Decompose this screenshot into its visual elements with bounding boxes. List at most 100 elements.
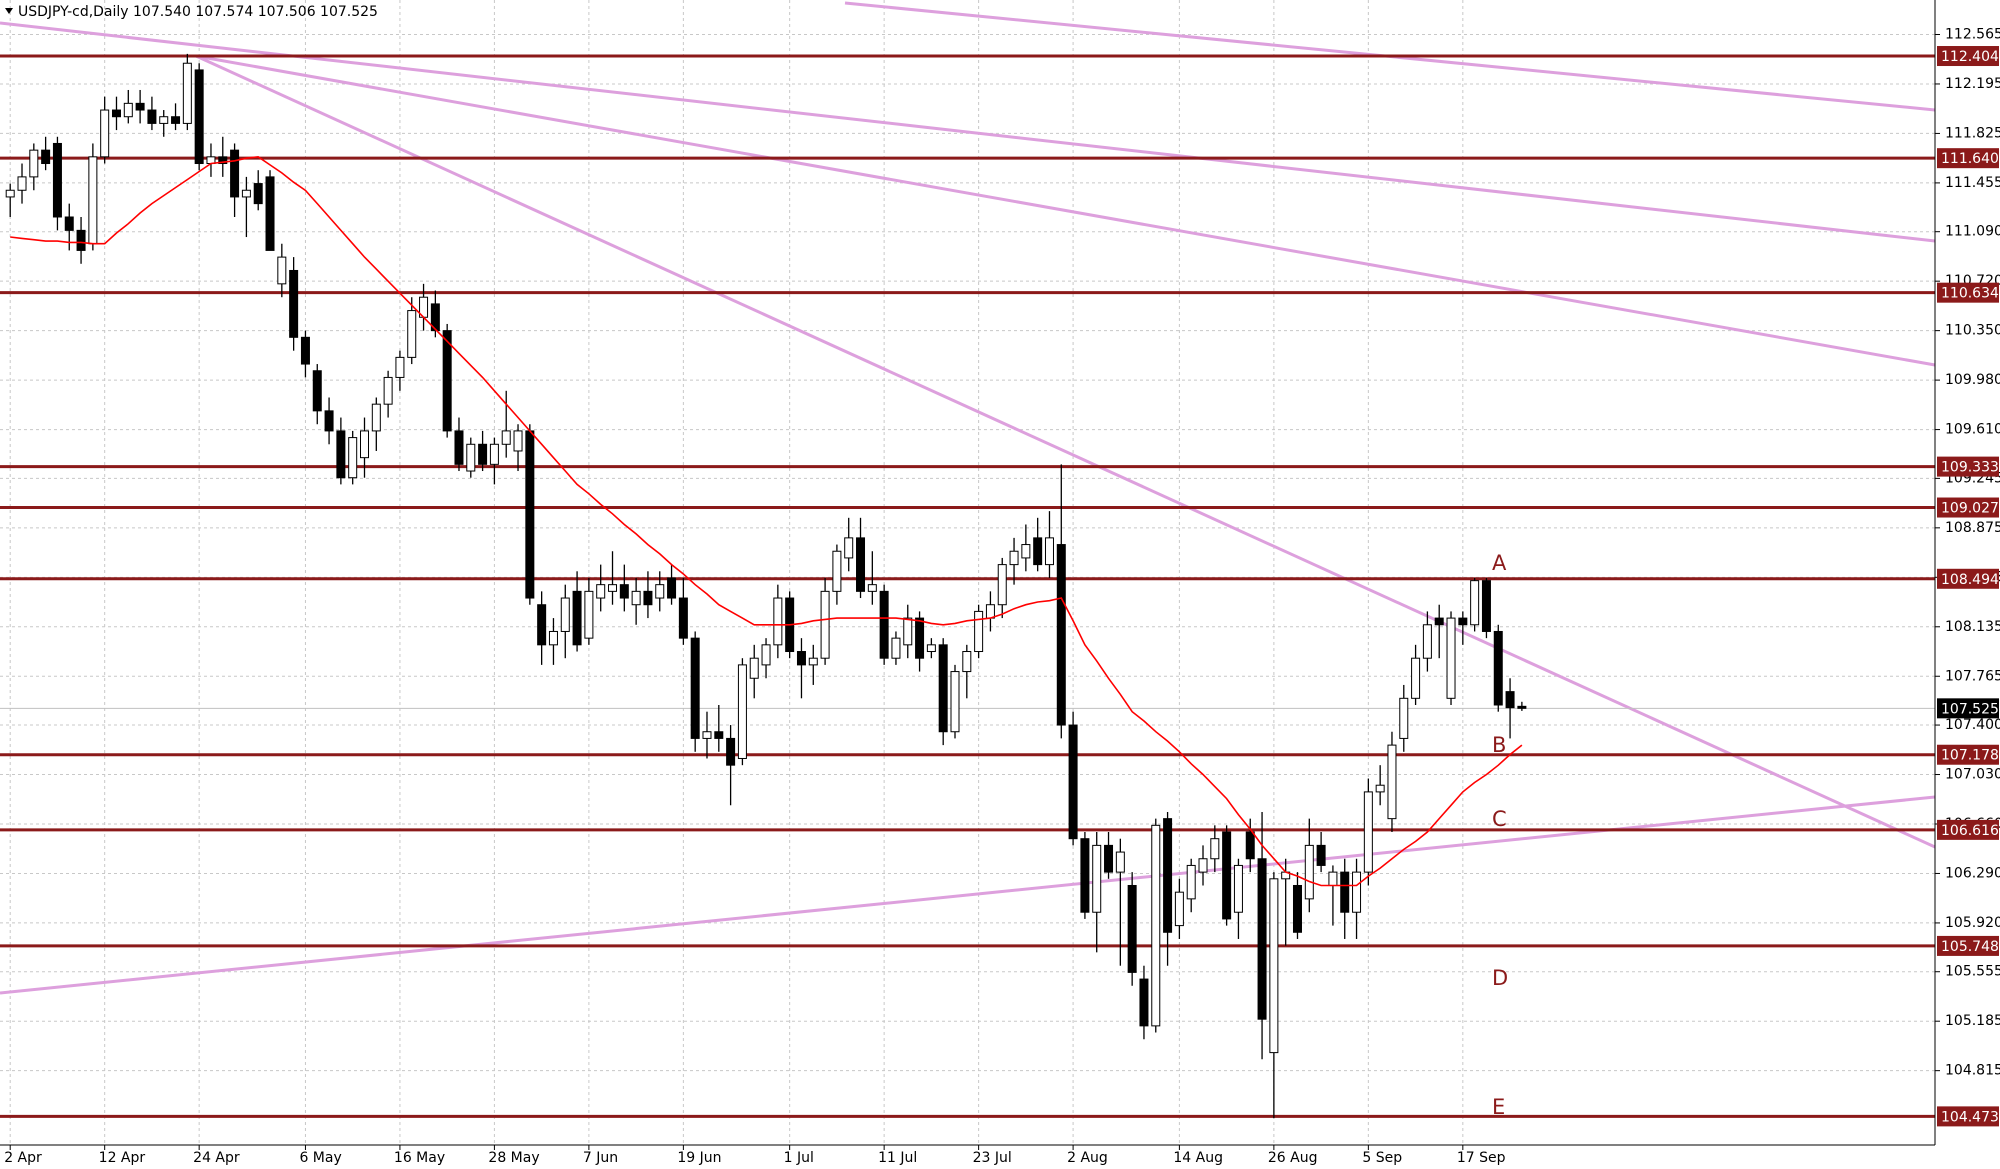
candle-body <box>867 584 877 592</box>
candle-body <box>1080 838 1090 913</box>
x-tick-label: 7 Jun <box>583 1150 618 1166</box>
level-label-box <box>1937 456 1999 477</box>
x-tick-label: 12 Apr <box>99 1150 146 1166</box>
candle-body <box>478 443 488 465</box>
candle-body <box>1517 705 1527 709</box>
candle-body <box>726 737 736 766</box>
candle-body <box>737 664 747 759</box>
candle-body <box>938 644 948 733</box>
y-tick-label: 107.765 <box>1945 668 2000 684</box>
trendline <box>195 54 1936 849</box>
y-tick-label: 107.400 <box>1945 717 2000 733</box>
candle-body <box>253 183 263 205</box>
x-tick-label: 11 Jul <box>878 1150 917 1166</box>
y-tick-label: 109.610 <box>1945 422 2000 438</box>
candle-body <box>1198 858 1208 873</box>
candle-body <box>1328 871 1338 886</box>
candle-body <box>525 430 535 599</box>
candle-body <box>796 651 806 666</box>
level-label: 105.748 <box>1941 939 1999 955</box>
candle-body <box>1470 580 1480 626</box>
y-tick-label: 110.350 <box>1945 323 2000 339</box>
candle-body <box>619 584 629 599</box>
candle-body <box>1434 617 1444 626</box>
grid <box>0 0 1935 1145</box>
level-label-box <box>1937 568 1999 589</box>
candle-body <box>915 617 925 659</box>
candle-body <box>1411 657 1421 699</box>
level-label: 106.616 <box>1941 823 1999 839</box>
y-tick-label: 107.030 <box>1945 767 2000 783</box>
candle-body <box>241 189 251 198</box>
candle-body <box>1458 617 1468 626</box>
candle-body <box>1009 550 1019 566</box>
candle-body <box>1068 724 1078 840</box>
candle-body <box>454 430 464 465</box>
x-tick-label: 6 May <box>299 1150 341 1166</box>
candle-body <box>537 604 547 646</box>
x-tick-label: 2 Apr <box>4 1150 42 1166</box>
candle-body <box>230 149 240 198</box>
level-label: 109.027 <box>1941 501 1999 517</box>
candle-body <box>1352 871 1362 913</box>
candle-body <box>277 256 287 285</box>
candle-body <box>265 176 275 251</box>
candle-body <box>1163 818 1173 933</box>
x-tick-label: 5 Sep <box>1362 1150 1402 1166</box>
y-tick-label: 111.090 <box>1945 224 2000 240</box>
annotation: B <box>1492 733 1506 757</box>
candle-body <box>1446 617 1456 699</box>
candle-body <box>348 437 358 479</box>
x-tick-label: 14 Aug <box>1173 1150 1223 1166</box>
annotation: E <box>1492 1095 1505 1119</box>
candle-body <box>1316 844 1326 866</box>
candle-body <box>950 671 960 733</box>
x-tick-label: 19 Jun <box>677 1150 721 1166</box>
candle-body <box>1340 871 1350 913</box>
candle-body <box>1021 544 1031 559</box>
candle-body <box>289 269 299 338</box>
candle-body <box>76 229 86 251</box>
y-tick-label: 111.825 <box>1945 125 2000 141</box>
candle-body <box>1151 824 1161 1027</box>
candle-body <box>29 149 39 178</box>
level-label: 108.494 <box>1941 572 1999 588</box>
candle-body <box>135 102 145 111</box>
candle-body <box>1387 744 1397 820</box>
candle-body <box>1127 884 1137 973</box>
x-tick-label: 17 Sep <box>1457 1150 1506 1166</box>
annotation: D <box>1492 966 1508 990</box>
candle-body <box>1056 544 1066 726</box>
y-tick-label: 106.290 <box>1945 865 2000 881</box>
candle-body <box>147 109 157 124</box>
candle-body <box>1092 844 1102 913</box>
level-label-box <box>1937 282 1999 303</box>
candle-body <box>1233 864 1243 913</box>
candle-body <box>997 564 1007 606</box>
level-label-box <box>1937 497 1999 518</box>
menu-arrow[interactable] <box>5 8 13 14</box>
y-tick-label: 104.815 <box>1945 1063 2000 1079</box>
candle-body <box>702 731 712 739</box>
y-tick-label: 108.135 <box>1945 619 2000 635</box>
candle-body <box>985 604 995 619</box>
candle-body <box>608 584 618 592</box>
candle-body <box>560 597 570 632</box>
y-tick-label: 109.980 <box>1945 372 2000 388</box>
x-tick-label: 2 Aug <box>1067 1150 1108 1166</box>
candle-body <box>407 310 417 358</box>
candle-body <box>1245 831 1255 860</box>
candle-body <box>690 637 700 739</box>
levels <box>0 54 1935 1118</box>
candle-body <box>1186 864 1196 900</box>
annotation: A <box>1492 551 1507 575</box>
level-label-box <box>1937 935 1999 956</box>
candle-body <box>312 370 322 412</box>
x-tick-label: 24 Apr <box>193 1150 240 1166</box>
level-label: 110.634 <box>1941 286 1999 302</box>
level-label: 104.473 <box>1941 1109 1999 1125</box>
x-tick-label: 1 Jul <box>784 1150 814 1166</box>
y-tick-label: 112.565 <box>1945 26 2000 42</box>
candle-body <box>1505 691 1515 709</box>
